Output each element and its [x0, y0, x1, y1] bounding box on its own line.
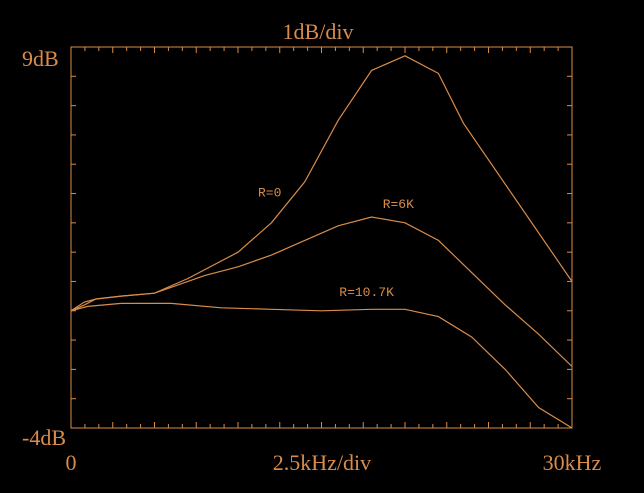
- annotation-label-1: R=0: [258, 186, 281, 201]
- y-axis-bottom-label: -4dB: [22, 425, 66, 450]
- series-lines: [70, 55, 573, 429]
- curve-annotations: R=0 R=6K R=10.7K: [258, 186, 414, 301]
- annotation-label-2: R=6K: [383, 197, 414, 212]
- axis-ticks: [71, 47, 572, 428]
- y-axis-top-label: 9dB: [22, 46, 59, 71]
- series-line-2: [70, 216, 573, 367]
- x-axis-label: 2.5kHz/div: [273, 450, 371, 475]
- x-axis-end-label: 30kHz: [543, 450, 602, 475]
- x-axis-start-label: 0: [66, 450, 77, 475]
- annotation-label-3: R=10.7K: [339, 285, 394, 300]
- series-line-3: [70, 302, 573, 429]
- chart-title: 1dB/div: [283, 19, 354, 44]
